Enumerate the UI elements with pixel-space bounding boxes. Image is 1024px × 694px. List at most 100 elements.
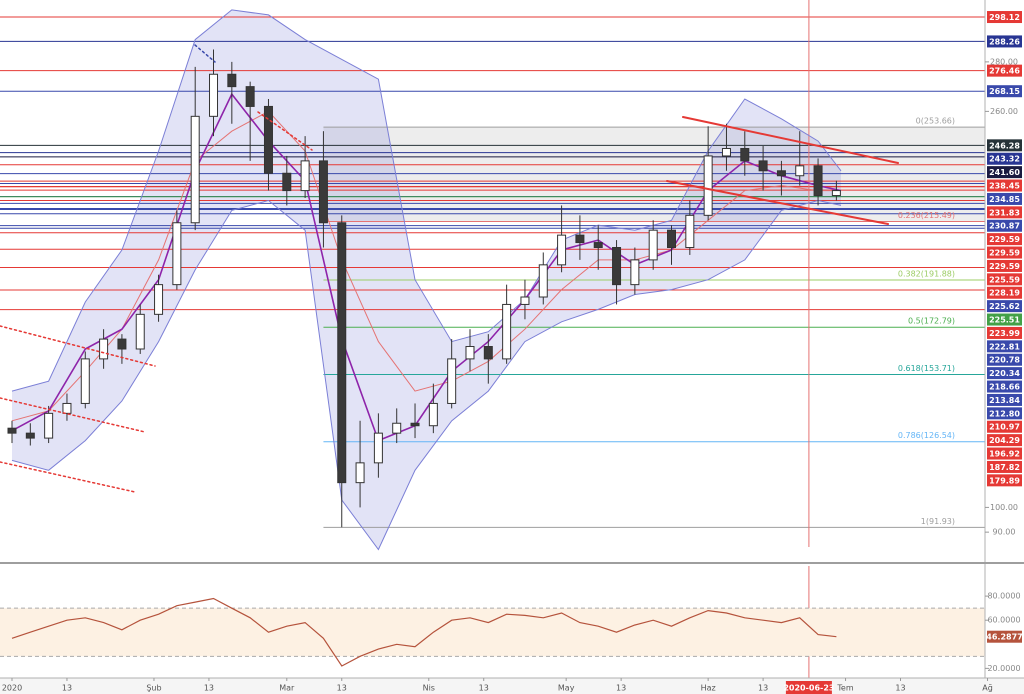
candle-body xyxy=(117,338,127,350)
level-label-box xyxy=(987,206,1022,219)
x-tick-label: 13 xyxy=(62,684,72,693)
level-label: 229.59 xyxy=(989,249,1020,258)
fib-label: 0(253.66) xyxy=(916,117,955,126)
fib-label: 0.5(172.79) xyxy=(908,317,955,326)
candle-body xyxy=(25,432,35,439)
candle-body xyxy=(575,234,585,244)
candle-body xyxy=(135,313,145,350)
candle-body xyxy=(758,160,768,172)
candle-body xyxy=(209,73,219,117)
level-label: 246.28 xyxy=(989,141,1020,150)
level-label: 276.46 xyxy=(989,67,1020,76)
candle-body xyxy=(263,105,273,174)
last-value-label: 46.2877 xyxy=(986,633,1022,642)
candle-body xyxy=(392,422,402,434)
band-lower xyxy=(11,199,842,551)
candle-body xyxy=(721,148,731,157)
candle-body xyxy=(7,427,17,434)
level-label-box xyxy=(987,152,1022,165)
candle-body xyxy=(190,115,200,224)
level-label: 231.83 xyxy=(989,208,1020,217)
x-tick-label: Şub xyxy=(146,684,161,693)
x-tick-label: May xyxy=(558,684,575,693)
fib-zone xyxy=(323,127,985,222)
candle-body xyxy=(428,402,438,427)
level-label-box xyxy=(987,166,1022,179)
candle-body xyxy=(447,358,457,404)
level-label-box xyxy=(987,192,1022,205)
candle-body xyxy=(740,148,750,162)
fib-label: 0.382(191.88) xyxy=(898,269,955,278)
candle-body xyxy=(520,296,530,305)
candle-body xyxy=(465,346,475,360)
candle-body xyxy=(502,303,512,360)
level-label-box xyxy=(987,11,1022,24)
candle-body xyxy=(154,284,164,315)
level-label-box xyxy=(987,367,1022,380)
level-label-box xyxy=(987,420,1022,433)
level-label-box xyxy=(987,380,1022,393)
trend-line xyxy=(682,116,899,164)
fib-label: 1(91.93) xyxy=(921,517,955,526)
candle-body xyxy=(831,190,841,197)
mark-layer xyxy=(7,9,842,667)
level-label-box xyxy=(987,326,1022,339)
x-tick-label: Tem xyxy=(836,684,853,693)
level-label: 241.60 xyxy=(989,168,1020,177)
x-tick-label: Nis xyxy=(423,684,435,693)
level-label: 196.92 xyxy=(989,450,1020,459)
candle-body xyxy=(648,229,658,261)
level-label: 213.84 xyxy=(989,396,1020,405)
level-label: 230.87 xyxy=(989,222,1020,231)
candle-body xyxy=(795,165,805,177)
level-label-box xyxy=(987,447,1022,460)
candle-body xyxy=(227,73,237,88)
level-label: 225.51 xyxy=(989,316,1020,325)
dotted-line xyxy=(0,461,136,493)
candle-body xyxy=(685,214,695,249)
x-tick-label: 2020 xyxy=(2,684,22,693)
level-label: 212.80 xyxy=(989,409,1020,418)
level-label: 220.34 xyxy=(989,369,1020,378)
x-tick-label: 13 xyxy=(204,684,214,693)
candle-body xyxy=(612,247,622,286)
dotted-line xyxy=(257,111,313,151)
rsi-band xyxy=(0,608,985,657)
level-label: 288.26 xyxy=(989,37,1020,46)
dotted-line xyxy=(0,397,146,433)
candle-body xyxy=(630,259,640,286)
x-tick-label: Haz xyxy=(701,684,716,693)
level-label: 222.81 xyxy=(989,342,1020,351)
level-label: 298.12 xyxy=(989,13,1020,22)
candle-body xyxy=(99,338,109,360)
trend-line xyxy=(666,180,889,225)
level-label-box xyxy=(987,139,1022,152)
candle-body xyxy=(593,242,603,249)
crosshair-label: 2020-06-23 xyxy=(783,684,834,693)
y-tick-label: 60.0000 xyxy=(987,616,1020,625)
level-label-box xyxy=(987,219,1022,232)
level-label-box xyxy=(987,340,1022,353)
y-tick-label: 280.00 xyxy=(990,57,1018,66)
level-label-box xyxy=(987,35,1022,48)
rsi-line xyxy=(11,597,837,667)
level-label: 243.32 xyxy=(989,155,1020,164)
dotted-line xyxy=(0,325,156,367)
level-label-box xyxy=(987,393,1022,406)
level-label-box xyxy=(987,313,1022,326)
back-layer xyxy=(0,0,985,678)
crosshair-label-box xyxy=(785,681,832,694)
band-upper xyxy=(11,9,842,392)
x-tick-label: 13 xyxy=(616,684,626,693)
x-tick-label: Mar xyxy=(279,684,295,693)
level-label-box xyxy=(987,460,1022,473)
level-label: 228.19 xyxy=(989,289,1020,298)
candle-body xyxy=(172,222,182,286)
x-tick-label: 13 xyxy=(479,684,489,693)
level-label-box xyxy=(987,273,1022,286)
candle-body xyxy=(703,155,713,216)
x-tick-label: 13 xyxy=(337,684,347,693)
candle-body xyxy=(813,165,823,197)
